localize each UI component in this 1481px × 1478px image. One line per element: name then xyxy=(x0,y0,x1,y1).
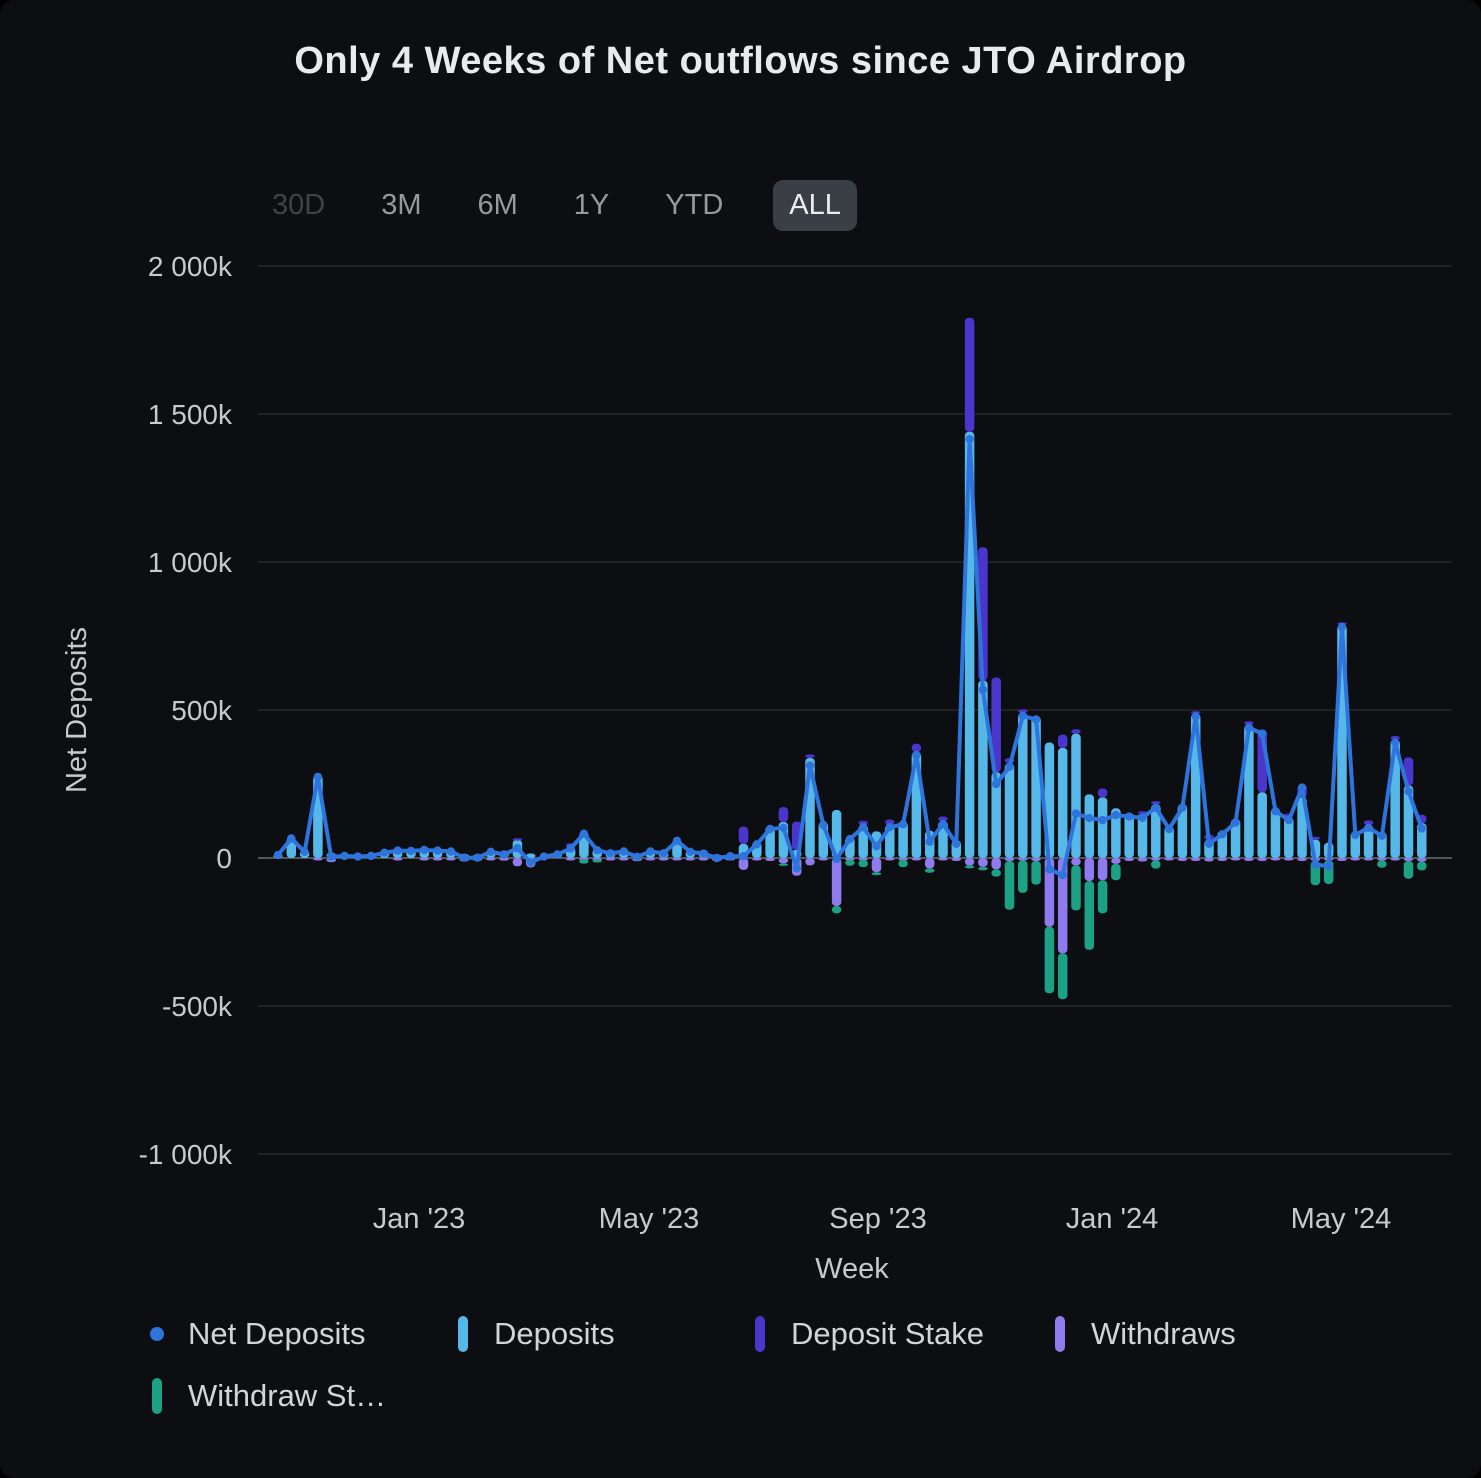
svg-text:500k: 500k xyxy=(171,695,233,726)
legend-label: Withdraws xyxy=(1091,1316,1236,1351)
legend-item-deposits[interactable]: Deposits xyxy=(458,1316,615,1352)
svg-text:May '24: May '24 xyxy=(1291,1203,1392,1235)
legend-label: Deposits xyxy=(494,1316,615,1351)
legend-label: Net Deposits xyxy=(188,1316,366,1351)
deposits-bar-icon xyxy=(458,1316,468,1352)
svg-text:2 000k: 2 000k xyxy=(148,251,233,282)
y-axis-title: Net Deposits xyxy=(61,627,93,793)
net-deposits-dot-icon xyxy=(150,1327,164,1341)
range-button-30d[interactable]: 30D xyxy=(272,189,326,221)
svg-text:-500k: -500k xyxy=(162,991,233,1022)
svg-text:Sep '23: Sep '23 xyxy=(829,1203,926,1235)
svg-text:Jan '24: Jan '24 xyxy=(1066,1203,1159,1235)
chart-canvas[interactable]: 2 000k 1 500k 1 000k 500k 0 -500k -1 000k Net D… xyxy=(0,0,1481,1295)
range-selector: 30D 3M 6M 1Y YTD ALL xyxy=(266,180,857,231)
svg-text:May '23: May '23 xyxy=(599,1203,700,1235)
range-button-6m[interactable]: 6M xyxy=(477,189,518,221)
svg-text:1 000k: 1 000k xyxy=(148,547,233,578)
svg-text:1 500k: 1 500k xyxy=(148,399,233,430)
withdraw-stake-bar-icon xyxy=(152,1378,162,1414)
page-title: Only 4 Weeks of Net outflows since JTO A… xyxy=(294,40,1187,82)
svg-text:Jan '23: Jan '23 xyxy=(373,1203,466,1235)
range-button-1y[interactable]: 1Y xyxy=(573,189,610,221)
legend-item-deposit-stake[interactable]: Deposit Stake xyxy=(755,1316,984,1352)
range-button-all[interactable]: ALL xyxy=(773,180,857,231)
svg-text:-1 000k: -1 000k xyxy=(139,1139,233,1170)
bars xyxy=(273,317,1427,1000)
withdraws-bar-icon xyxy=(1055,1316,1065,1352)
x-axis-labels: Jan '23 May '23 Sep '23 Jan '24 May '24 xyxy=(373,1203,1392,1235)
range-button-ytd[interactable]: YTD xyxy=(665,189,724,221)
x-axis-title: Week xyxy=(815,1253,889,1285)
legend-item-withdraws[interactable]: Withdraws xyxy=(1055,1316,1236,1352)
y-axis-labels: 2 000k 1 500k 1 000k 500k 0 -500k -1 000k xyxy=(139,251,233,1170)
legend-item-withdraw-stake[interactable]: Withdraw St… xyxy=(152,1378,386,1414)
deposit-stake-bar-icon xyxy=(755,1316,765,1352)
range-button-3m[interactable]: 3M xyxy=(381,189,422,221)
legend-label: Deposit Stake xyxy=(791,1316,984,1351)
legend-label: Withdraw St… xyxy=(188,1378,387,1413)
legend-item-net-deposits[interactable]: Net Deposits xyxy=(150,1316,366,1352)
svg-text:0: 0 xyxy=(216,843,232,874)
grid-lines xyxy=(258,265,1452,1155)
net-deposits-points xyxy=(273,434,1427,880)
